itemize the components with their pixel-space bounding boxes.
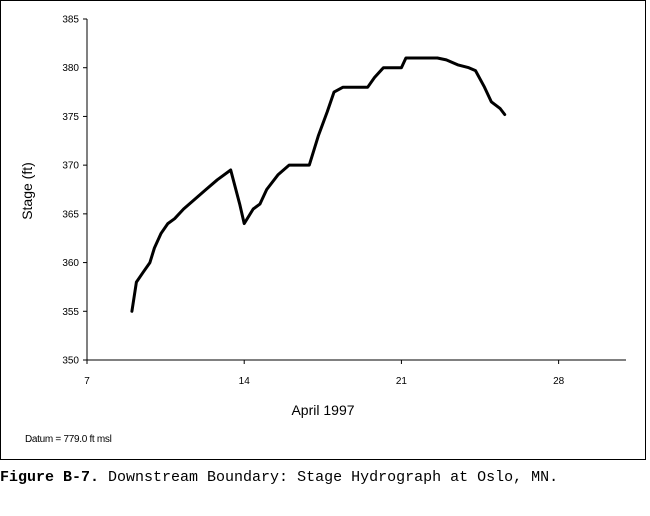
x-axis-title: April 1997 bbox=[291, 402, 354, 418]
axes bbox=[83, 18, 626, 364]
y-axis-title: Stage (ft) bbox=[19, 162, 35, 220]
chart-frame: 350 355 360 365 370 375 380 385 7 14 21 28 April 19… bbox=[0, 0, 646, 460]
y-tick-label: 360 bbox=[62, 258, 79, 269]
stage-hydrograph-chart: 350 355 360 365 370 375 380 385 7 14 21 28 April 19… bbox=[19, 15, 626, 418]
x-tick-label: 14 bbox=[239, 376, 251, 387]
x-tick-label: 28 bbox=[553, 376, 565, 387]
y-tick-label: 350 bbox=[62, 356, 79, 367]
datum-note: Datum = 779.0 ft msl bbox=[25, 434, 112, 445]
y-tick-label: 365 bbox=[62, 209, 79, 220]
figure-caption: Figure B-7. Downstream Boundary: Stage H… bbox=[0, 468, 650, 487]
x-tick-label: 21 bbox=[396, 376, 408, 387]
stage-series-line bbox=[130, 56, 507, 313]
figure-label: Figure B-7. bbox=[0, 469, 100, 486]
figure-caption-text: Downstream Boundary: Stage Hydrograph at… bbox=[99, 469, 559, 486]
tick-labels: 350 355 360 365 370 375 380 385 7 14 21 28 bbox=[62, 15, 564, 388]
y-tick-label: 385 bbox=[62, 15, 79, 26]
y-tick-label: 370 bbox=[62, 161, 79, 172]
series-layer bbox=[130, 56, 507, 313]
x-tick-label: 7 bbox=[84, 376, 90, 387]
y-tick-label: 375 bbox=[62, 112, 79, 123]
y-tick-label: 380 bbox=[62, 63, 79, 74]
y-tick-label: 355 bbox=[62, 307, 79, 318]
